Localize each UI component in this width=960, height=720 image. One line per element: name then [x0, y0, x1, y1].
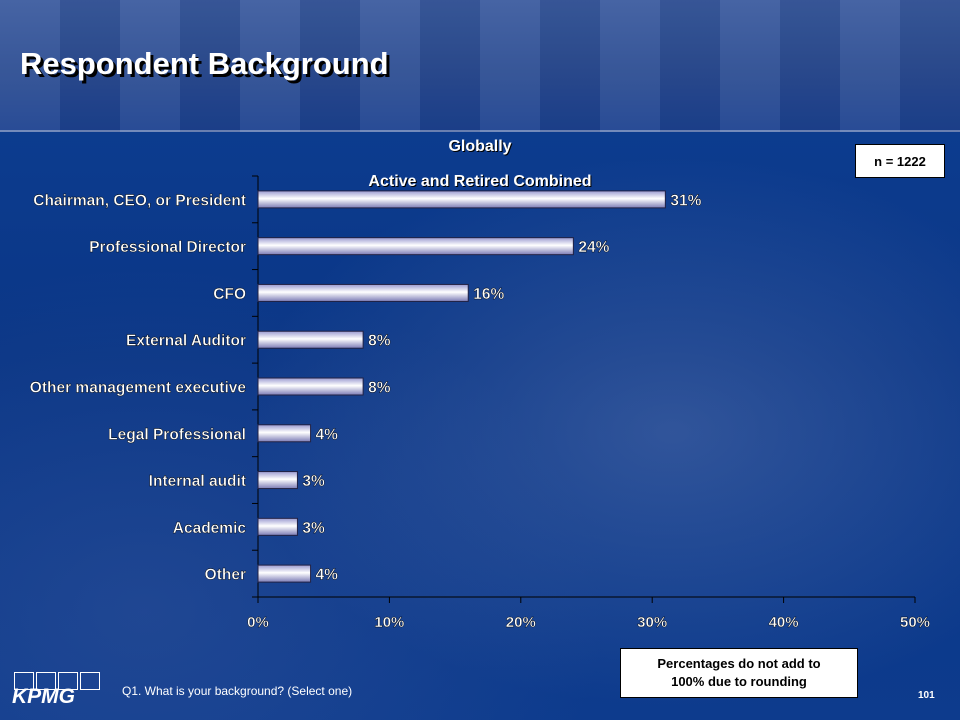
slide-title: Respondent Background — [20, 46, 389, 81]
category-label: External Auditor — [126, 333, 246, 350]
category-label: Other — [205, 567, 246, 584]
value-label: 3% — [302, 473, 325, 490]
x-tick-label: 20% — [506, 614, 536, 631]
x-tick-label: 40% — [769, 614, 799, 631]
page-number: 101 — [918, 690, 935, 701]
category-label: Legal Professional — [108, 426, 246, 443]
kpmg-logo: KPMG — [12, 672, 100, 708]
value-label: 8% — [368, 380, 391, 397]
rounding-note-line1: Percentages do not add to — [657, 656, 821, 671]
value-label: 8% — [368, 333, 391, 350]
x-tick-label: 50% — [900, 614, 930, 631]
bar — [257, 377, 364, 396]
category-label: Other management executive — [30, 380, 247, 397]
value-label: 31% — [670, 192, 701, 209]
survey-question: Q1. What is your background? (Select one… — [122, 684, 353, 698]
bar — [257, 237, 574, 256]
category-label: Chairman, CEO, or President — [33, 192, 246, 209]
bar — [257, 283, 469, 302]
bar — [257, 330, 364, 349]
header-band — [0, 0, 960, 132]
category-label: Internal audit — [149, 473, 246, 490]
category-label: CFO — [213, 286, 246, 303]
category-label: Professional Director — [89, 239, 246, 256]
x-tick-label: 10% — [374, 614, 404, 631]
value-label: 4% — [316, 567, 339, 584]
value-label: 4% — [316, 426, 339, 443]
bar — [257, 517, 298, 536]
sample-size-box: n = 1222 — [855, 144, 945, 178]
bar — [257, 190, 666, 209]
value-label: 3% — [302, 520, 325, 537]
logo-text: KPMG — [12, 685, 75, 708]
bar — [257, 471, 298, 490]
rounding-note-line2: 100% due to rounding — [671, 674, 807, 689]
x-tick-label: 30% — [637, 614, 667, 631]
category-label: Academic — [173, 520, 247, 537]
bar — [257, 424, 312, 443]
chart-title: Globally — [448, 138, 512, 155]
value-label: 24% — [578, 239, 609, 256]
x-tick-label: 0% — [247, 614, 269, 631]
chart-subtitle: Active and Retired Combined — [368, 173, 592, 190]
value-label: 16% — [473, 286, 504, 303]
logo-boxes-icon — [14, 672, 100, 690]
rounding-note: Percentages do not add to 100% due to ro… — [620, 648, 858, 698]
bar — [257, 564, 312, 583]
